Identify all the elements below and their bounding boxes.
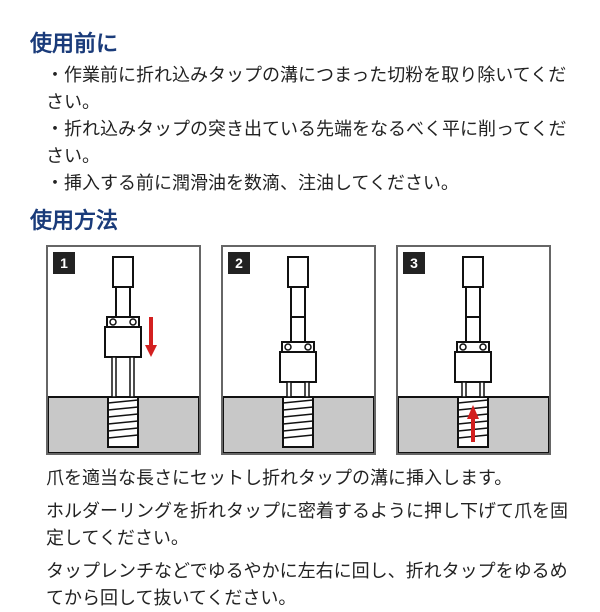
usage-step-diagram: 1 <box>46 245 201 455</box>
bullet-item: ・作業前に折れ込みタップの溝につまった切粉を取り除いてください。 <box>30 62 570 116</box>
body-paragraph: 爪を適当な長さにセットし折れタップの溝に挿入します。 <box>30 465 570 492</box>
bullet-item: ・折れ込みタップの突き出ている先端をなるべく平に削ってください。 <box>30 116 570 170</box>
step-number-badge: 2 <box>228 252 250 274</box>
diagram-row: 1 2 3 <box>46 245 570 455</box>
tool-illustration <box>398 247 549 453</box>
body-paragraph: ホルダーリングを折れタップに密着するように押し下げて爪を固定してください。 <box>30 498 570 552</box>
tool-illustration <box>48 247 199 453</box>
step-number-badge: 3 <box>403 252 425 274</box>
usage-step-diagram: 2 <box>221 245 376 455</box>
tool-illustration <box>223 247 374 453</box>
bullet-item: ・挿入する前に潤滑油を数滴、注油してください。 <box>30 170 570 197</box>
section-heading-before-use: 使用前に <box>30 26 570 58</box>
usage-step-diagram: 3 <box>396 245 551 455</box>
body-paragraph: タップレンチなどでゆるやかに左右に回し、折れタップをゆるめてから回して抜いてくだ… <box>30 558 570 612</box>
step-number-badge: 1 <box>53 252 75 274</box>
section-heading-usage: 使用方法 <box>30 203 570 235</box>
